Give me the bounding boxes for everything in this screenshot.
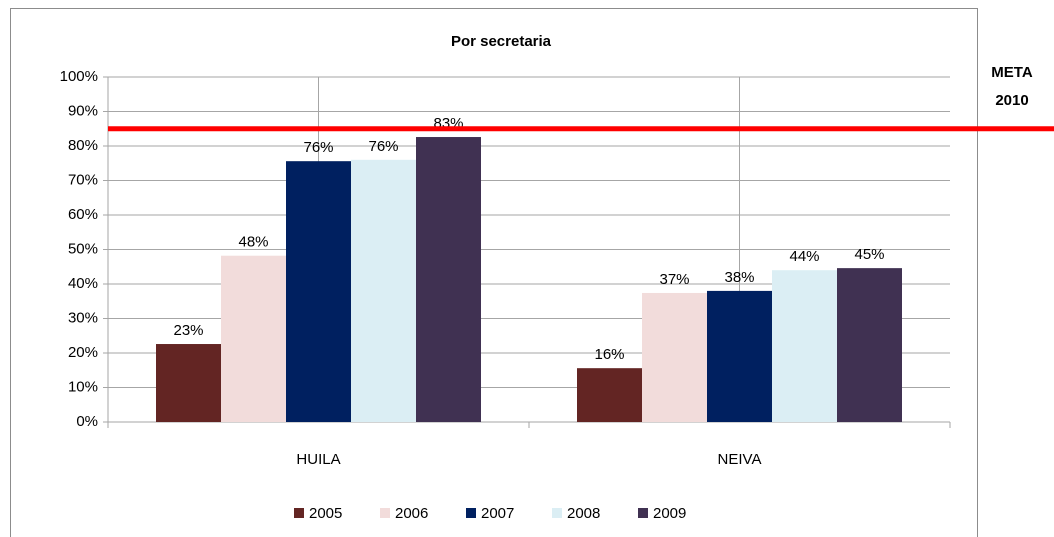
- data-label: 23%: [173, 322, 203, 339]
- data-label: 76%: [303, 139, 333, 156]
- target-label: META: [991, 64, 1033, 81]
- bar: [156, 344, 221, 422]
- legend-swatch: [466, 508, 476, 518]
- y-tick-label: 40%: [68, 275, 98, 292]
- bar: [351, 159, 416, 423]
- legend-label: 2005: [309, 505, 342, 522]
- data-label: 45%: [854, 246, 884, 263]
- legend-label: 2007: [481, 505, 514, 522]
- data-label: 37%: [659, 271, 689, 288]
- y-tick-label: 10%: [68, 378, 98, 395]
- legend-swatch: [380, 508, 390, 518]
- y-tick-label: 60%: [68, 206, 98, 223]
- y-tick-label: 50%: [68, 240, 98, 257]
- data-label: 44%: [789, 248, 819, 265]
- data-label: 48%: [238, 234, 268, 251]
- y-tick-label: 70%: [68, 171, 98, 188]
- y-tick-label: 80%: [68, 137, 98, 154]
- y-tick-label: 0%: [76, 413, 98, 430]
- y-tick-label: 100%: [60, 68, 98, 85]
- bar: [221, 255, 286, 422]
- data-label: 38%: [724, 269, 754, 286]
- legend-swatch: [638, 508, 648, 518]
- chart-title: Por secretaria: [451, 33, 552, 50]
- legend-label: 2008: [567, 505, 600, 522]
- y-tick-label: 30%: [68, 309, 98, 326]
- bar: [707, 290, 772, 422]
- bar: [416, 137, 481, 422]
- data-label: 16%: [594, 346, 624, 363]
- bar: [577, 368, 642, 422]
- bar: [772, 270, 837, 422]
- legend-swatch: [294, 508, 304, 518]
- bar: [286, 161, 351, 422]
- legend-swatch: [552, 508, 562, 518]
- legend-label: 2009: [653, 505, 686, 522]
- x-tick-label: HUILA: [296, 451, 340, 468]
- y-tick-label: 20%: [68, 344, 98, 361]
- legend-label: 2006: [395, 505, 428, 522]
- target-label: 2010: [995, 92, 1028, 109]
- y-tick-label: 90%: [68, 102, 98, 119]
- bar: [837, 268, 902, 422]
- x-tick-label: NEIVA: [718, 451, 762, 468]
- bar: [642, 292, 707, 422]
- data-label: 76%: [368, 138, 398, 155]
